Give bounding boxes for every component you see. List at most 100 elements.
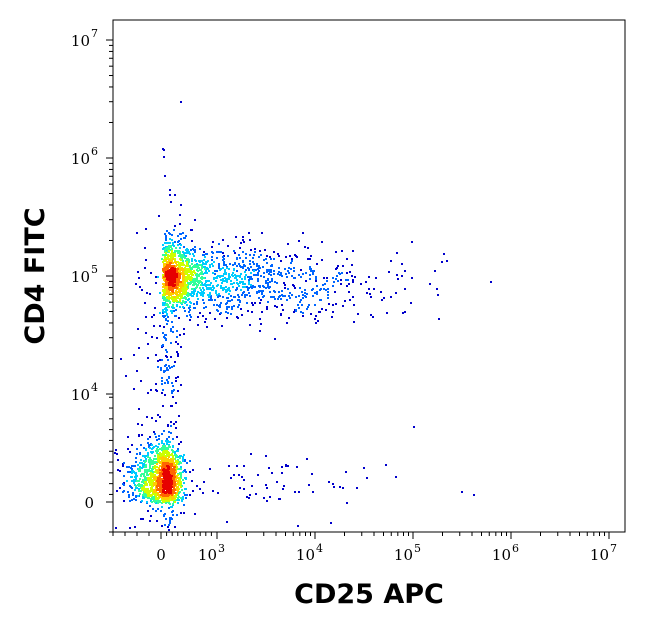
event-dot — [189, 305, 191, 307]
event-dot — [226, 281, 228, 283]
event-dot — [214, 299, 216, 301]
event-dot — [162, 315, 164, 317]
event-dot — [239, 257, 241, 259]
event-dot — [135, 472, 137, 474]
event-dot — [209, 284, 211, 286]
event-dot — [285, 273, 287, 275]
event-dot — [177, 474, 179, 476]
event-dot — [186, 304, 188, 306]
event-dot — [174, 451, 176, 453]
event-dot — [144, 456, 146, 458]
event-dot — [133, 482, 135, 484]
event-dot — [170, 330, 172, 332]
event-dot — [236, 279, 238, 281]
event-dot — [168, 524, 170, 526]
event-dot — [231, 299, 233, 301]
event-dot — [172, 455, 174, 457]
event-dot — [169, 521, 171, 523]
event-dot — [385, 464, 387, 466]
event-dot — [200, 294, 202, 296]
event-dot — [167, 468, 169, 470]
event-dot — [163, 443, 165, 445]
event-dot — [278, 267, 280, 269]
event-dot — [346, 285, 348, 287]
event-dot — [282, 309, 284, 311]
event-dot — [193, 303, 195, 305]
event-dot — [153, 477, 155, 479]
x-tick-label: 10 — [492, 546, 511, 564]
event-dot — [244, 283, 246, 285]
event-dot — [177, 480, 179, 482]
event-dot — [260, 254, 262, 256]
event-dot — [177, 250, 179, 252]
event-dot — [211, 289, 213, 291]
event-dot — [194, 513, 196, 515]
event-dot — [174, 279, 176, 281]
event-dot — [182, 456, 184, 458]
event-dot — [167, 242, 169, 244]
event-dot — [295, 255, 297, 257]
event-dot — [265, 484, 267, 486]
event-dot — [138, 490, 140, 492]
event-dot — [223, 273, 225, 275]
event-dot — [217, 492, 219, 494]
event-dot — [116, 490, 118, 492]
event-dot — [222, 252, 224, 254]
event-dot — [171, 473, 173, 475]
event-dot — [129, 471, 131, 473]
event-dot — [164, 290, 166, 292]
event-dot — [289, 297, 291, 299]
event-dot — [230, 313, 232, 315]
event-dot — [284, 268, 286, 270]
event-dot — [172, 385, 174, 387]
event-dot — [208, 280, 210, 282]
event-dot — [242, 281, 244, 283]
event-dot — [182, 232, 184, 234]
event-dot — [148, 495, 150, 497]
event-dot — [269, 496, 271, 498]
event-dot — [265, 258, 267, 260]
event-dot — [243, 241, 245, 243]
event-dot — [167, 316, 169, 318]
event-dot — [166, 230, 168, 232]
event-dot — [168, 287, 170, 289]
event-dot — [143, 497, 145, 499]
event-dot — [177, 376, 179, 378]
event-dot — [147, 392, 149, 394]
event-dot — [147, 442, 149, 444]
event-dot — [373, 288, 375, 290]
event-dot — [174, 315, 176, 317]
event-dot — [160, 369, 162, 371]
event-dot — [193, 265, 195, 267]
event-dot — [173, 486, 175, 488]
event-dot — [203, 289, 205, 291]
event-dot — [145, 466, 147, 468]
event-dot — [168, 247, 170, 249]
event-dot — [144, 469, 146, 471]
event-dot — [130, 486, 132, 488]
event-dot — [307, 258, 309, 260]
event-dot — [180, 346, 182, 348]
event-dot — [171, 250, 173, 252]
event-dot — [248, 269, 250, 271]
event-dot — [258, 291, 260, 293]
event-dot — [229, 263, 231, 265]
event-dot — [184, 494, 186, 496]
event-dot — [357, 313, 359, 315]
event-dot — [182, 306, 184, 308]
event-dot — [181, 273, 183, 275]
event-dot — [191, 292, 193, 294]
event-dot — [179, 491, 181, 493]
event-dot — [141, 424, 143, 426]
event-dot — [171, 480, 173, 482]
event-dot — [171, 390, 173, 392]
event-dot — [140, 518, 142, 520]
event-dot — [196, 286, 198, 288]
event-dot — [236, 465, 238, 467]
event-dot — [171, 482, 173, 484]
event-dot — [171, 321, 173, 323]
event-dot — [211, 246, 213, 248]
event-dot — [286, 299, 288, 301]
event-dot — [234, 274, 236, 276]
event-dot — [267, 286, 269, 288]
